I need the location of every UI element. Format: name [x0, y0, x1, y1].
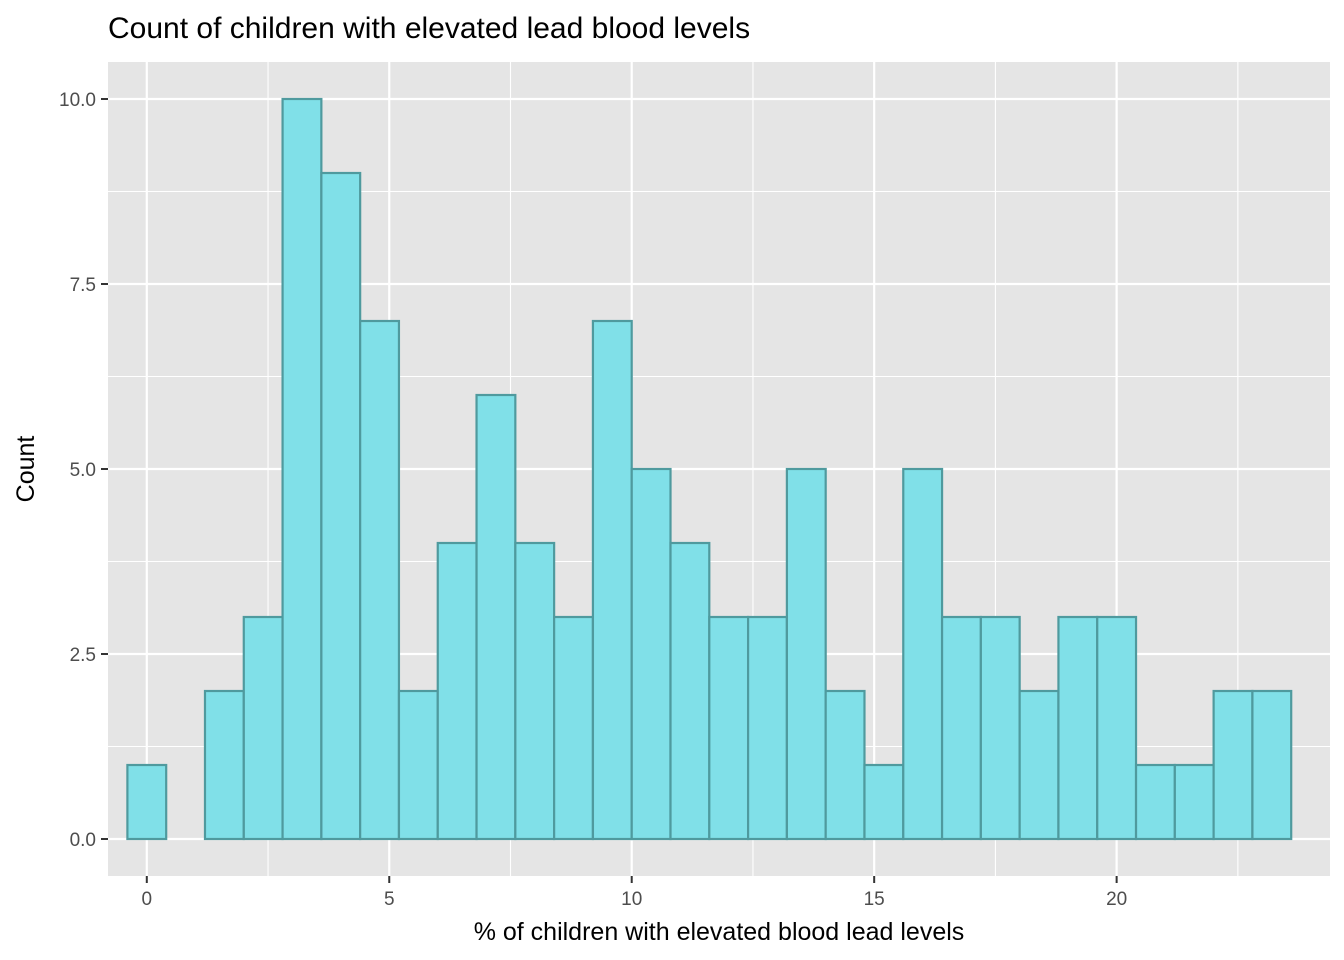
y-tick-label: 0.0 — [70, 830, 96, 851]
histogram-bar — [708, 615, 750, 841]
histogram-bar — [1251, 689, 1293, 841]
histogram-bar — [1057, 615, 1099, 841]
x-tick-label: 10 — [621, 889, 642, 910]
histogram-bar — [1173, 763, 1215, 841]
x-tick-label: 20 — [1106, 889, 1127, 910]
histogram-bar — [785, 467, 827, 841]
chart-title: Count of children with elevated lead blo… — [108, 12, 750, 45]
histogram-bar — [281, 97, 323, 841]
histogram-bar — [1018, 689, 1060, 841]
histogram-bar — [1096, 615, 1138, 841]
histogram-bar — [514, 541, 556, 841]
histogram-bar — [746, 615, 788, 841]
y-tick-label: 7.5 — [70, 275, 96, 296]
histogram-bar — [126, 763, 168, 841]
histogram-bar — [630, 467, 672, 841]
histogram-bar — [669, 541, 711, 841]
x-tick-label: 5 — [384, 889, 395, 910]
histogram-bar — [553, 615, 595, 841]
x-tick-label: 15 — [864, 889, 885, 910]
y-tick-label: 5.0 — [70, 460, 96, 481]
y-axis-title: Count — [12, 436, 40, 503]
histogram-bar — [940, 615, 982, 841]
histogram-bar — [979, 615, 1021, 841]
histogram-bar — [824, 689, 866, 841]
y-tick-label: 2.5 — [70, 645, 96, 666]
histogram-bar — [320, 171, 362, 841]
histogram-bar — [863, 763, 905, 841]
histogram-bar — [902, 467, 944, 841]
histogram-bar — [475, 393, 517, 841]
y-tick-label: 10.0 — [59, 90, 96, 111]
histogram-bar — [203, 689, 245, 841]
histogram-bar — [436, 541, 478, 841]
histogram-bar — [359, 319, 401, 841]
x-tick-label: 0 — [142, 889, 153, 910]
x-axis: 0 5 10 15 20 — [142, 876, 1127, 910]
histogram-bar — [1134, 763, 1176, 841]
histogram-bar — [591, 319, 633, 841]
histogram-bar — [1212, 689, 1254, 841]
histogram-bar — [397, 689, 439, 841]
histogram-bar — [242, 615, 284, 841]
y-axis: 0.0 2.5 5.0 7.5 10.0 — [59, 90, 108, 851]
histogram-bars — [126, 97, 1293, 841]
x-axis-title: % of children with elevated blood lead l… — [474, 918, 965, 946]
